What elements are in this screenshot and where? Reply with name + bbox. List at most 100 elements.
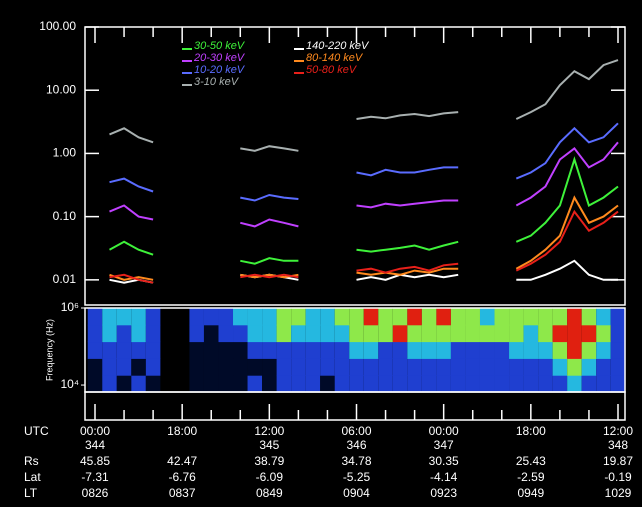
heat-cell xyxy=(116,341,132,359)
heat-cell xyxy=(538,308,553,326)
utc-time: 00:00 xyxy=(80,424,110,438)
heat-cell xyxy=(305,358,321,376)
y-tick-label: 0.10 xyxy=(53,209,77,223)
legend-label: 10-20 keV xyxy=(194,64,246,76)
heat-cell xyxy=(334,358,350,376)
heat-cell xyxy=(334,375,350,393)
heat-cell xyxy=(102,341,117,359)
heat-cell xyxy=(378,375,393,393)
heat-cell xyxy=(203,375,219,393)
heat-cell xyxy=(465,341,480,359)
day-of-year: 347 xyxy=(434,438,454,452)
legend-label: 80-140 keV xyxy=(306,52,364,64)
heat-cell xyxy=(378,358,393,376)
heat-cell xyxy=(291,341,306,359)
heat-cell xyxy=(87,341,103,359)
heat-cell xyxy=(262,375,277,393)
heat-cell xyxy=(102,358,117,376)
local-time: 0949 xyxy=(517,486,544,500)
radial-distance: 19.87 xyxy=(603,454,633,468)
heat-cell xyxy=(552,308,568,326)
heat-cell xyxy=(218,375,234,393)
heat-cell xyxy=(523,341,539,359)
heat-cell xyxy=(305,375,321,393)
heat-cell xyxy=(538,324,553,343)
heat-cell xyxy=(262,308,277,326)
heat-cell xyxy=(349,341,364,359)
heat-cell xyxy=(247,324,263,343)
heat-cell xyxy=(378,324,393,343)
heat-cell xyxy=(421,375,437,393)
heat-cell xyxy=(610,341,625,359)
heat-cell xyxy=(145,324,161,343)
heat-cell xyxy=(131,324,146,343)
heat-cell xyxy=(479,324,495,343)
heat-cell xyxy=(567,341,582,359)
heat-cell xyxy=(596,341,611,359)
heat-cell xyxy=(421,358,437,376)
heat-cell xyxy=(262,324,277,343)
heat-cell xyxy=(494,358,510,376)
heat-cell xyxy=(87,308,103,326)
heat-cell xyxy=(465,308,480,326)
heat-cell xyxy=(320,341,335,359)
heat-cell xyxy=(378,308,393,326)
heat-cell xyxy=(276,375,292,393)
local-time: 0923 xyxy=(430,486,457,500)
latitude: -6.76 xyxy=(168,470,196,484)
heat-cell xyxy=(247,375,263,393)
heat-cell xyxy=(116,308,132,326)
heat-cell xyxy=(189,324,204,343)
heat-cell xyxy=(247,358,263,376)
heat-cell xyxy=(291,358,306,376)
heat-cell xyxy=(450,375,466,393)
heat-cell xyxy=(305,324,321,343)
heat-cell xyxy=(610,324,625,343)
heat-cell xyxy=(392,358,408,376)
heat-cell xyxy=(203,308,219,326)
heat-cell xyxy=(320,358,335,376)
heat-cell xyxy=(203,341,219,359)
heat-cell xyxy=(262,358,277,376)
heat-cell xyxy=(494,308,510,326)
utc-time: 06:00 xyxy=(341,424,371,438)
heat-cell xyxy=(436,375,451,393)
heat-cell xyxy=(189,358,204,376)
heat-cell xyxy=(291,375,306,393)
y-tick-label: 100.00 xyxy=(39,19,76,33)
heat-cell xyxy=(363,308,379,326)
heat-cell xyxy=(596,358,611,376)
heat-cell xyxy=(305,341,321,359)
heat-cell xyxy=(596,324,611,343)
day-of-year: 344 xyxy=(85,438,105,452)
heat-cell xyxy=(610,375,625,393)
heat-cell xyxy=(436,341,451,359)
heat-cell xyxy=(509,308,524,326)
heat-cell xyxy=(378,341,393,359)
day-of-year: 346 xyxy=(346,438,366,452)
series-line xyxy=(109,195,619,281)
heat-cell xyxy=(421,324,437,343)
heat-cell xyxy=(363,341,379,359)
heat-cell xyxy=(567,308,582,326)
heat-cell xyxy=(145,341,161,359)
heat-cell xyxy=(523,308,539,326)
heat-cell xyxy=(349,324,364,343)
radial-distance: 34.78 xyxy=(341,454,371,468)
heat-cell xyxy=(349,375,364,393)
heat-cell xyxy=(334,324,350,343)
heat-cell xyxy=(392,341,408,359)
y-tick-label: 10⁴ xyxy=(60,377,79,391)
heat-cell xyxy=(610,308,625,326)
radial-distance: 45.85 xyxy=(80,454,110,468)
heat-cell xyxy=(465,358,480,376)
legend-label: 50-80 keV xyxy=(306,64,358,76)
heat-cell xyxy=(538,358,553,376)
legend-label: 30-50 keV xyxy=(194,40,246,52)
heat-cell xyxy=(363,358,379,376)
heat-cell xyxy=(305,308,321,326)
heat-cell xyxy=(203,358,219,376)
utc-time: 18:00 xyxy=(167,424,197,438)
